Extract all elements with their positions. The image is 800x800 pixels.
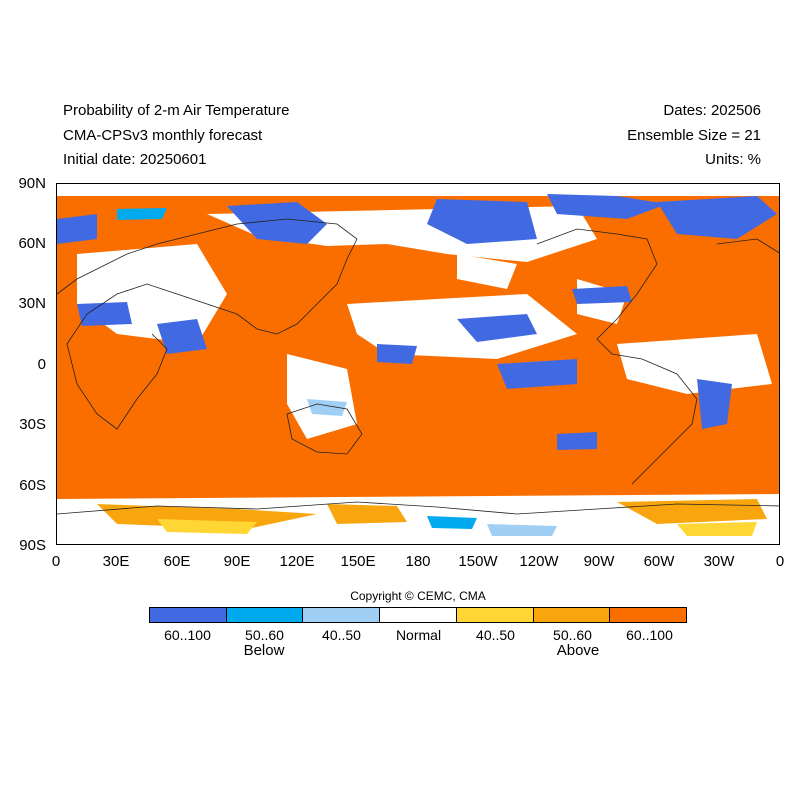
coastlines xyxy=(57,218,779,515)
legend-swatch xyxy=(533,608,611,622)
lon-label: 30W xyxy=(703,553,735,570)
lat-label: 60S xyxy=(19,477,46,494)
legend-label: 40..50 xyxy=(476,627,515,643)
legend-label: Normal xyxy=(395,627,442,643)
above-40-50-regions xyxy=(157,519,757,536)
legend-label: 50..60 xyxy=(553,627,592,643)
lon-label: 60W xyxy=(643,553,675,570)
below-group-label: Below xyxy=(243,642,285,659)
lon-label: 0 xyxy=(51,553,61,570)
model-subtitle: CMA-CPSv3 monthly forecast xyxy=(63,127,263,144)
legend-label: 40..50 xyxy=(322,627,361,643)
lat-label: 60N xyxy=(18,235,46,252)
legend-colorbar xyxy=(149,607,687,623)
legend-swatch xyxy=(380,608,457,622)
lon-label: 30E xyxy=(102,553,130,570)
forecast-dates: Dates: 202506 xyxy=(663,102,761,119)
probability-map xyxy=(56,183,780,545)
lat-label: 30N xyxy=(18,295,46,312)
map-canvas xyxy=(57,184,779,544)
below-40-50-regions xyxy=(307,399,557,536)
legend-swatch xyxy=(456,608,534,622)
lon-label: 90E xyxy=(223,553,251,570)
lon-label: 120E xyxy=(279,553,315,570)
lon-label: 150E xyxy=(340,553,376,570)
legend-swatch xyxy=(610,608,687,622)
legend-label: 60..100 xyxy=(164,627,211,643)
legend-swatch xyxy=(303,608,381,622)
lat-label: 0 xyxy=(37,356,46,373)
legend-swatch xyxy=(150,608,227,622)
units-label: Units: % xyxy=(705,151,761,168)
lon-label: 180 xyxy=(405,553,431,570)
lon-label: 90W xyxy=(583,553,615,570)
above-group-label: Above xyxy=(556,642,600,659)
legend-label: 50..60 xyxy=(245,627,284,643)
lon-label: 0 xyxy=(775,553,785,570)
lon-label: 60E xyxy=(163,553,191,570)
initial-date: Initial date: 20250601 xyxy=(63,151,207,168)
lon-label: 120W xyxy=(519,553,559,570)
legend-swatch xyxy=(226,608,304,622)
lat-label: 90S xyxy=(19,537,46,554)
ensemble-size: Ensemble Size = 21 xyxy=(627,127,761,144)
lat-label: 90N xyxy=(18,175,46,192)
legend-label: 60..100 xyxy=(626,627,673,643)
below-60-100-regions xyxy=(57,194,777,450)
copyright-notice: Copyright © CEMC, CMA xyxy=(350,589,486,603)
below-50-60-regions xyxy=(117,208,477,529)
lon-label: 150W xyxy=(458,553,498,570)
map-title: Probability of 2-m Air Temperature xyxy=(63,102,290,119)
lat-label: 30S xyxy=(19,416,46,433)
